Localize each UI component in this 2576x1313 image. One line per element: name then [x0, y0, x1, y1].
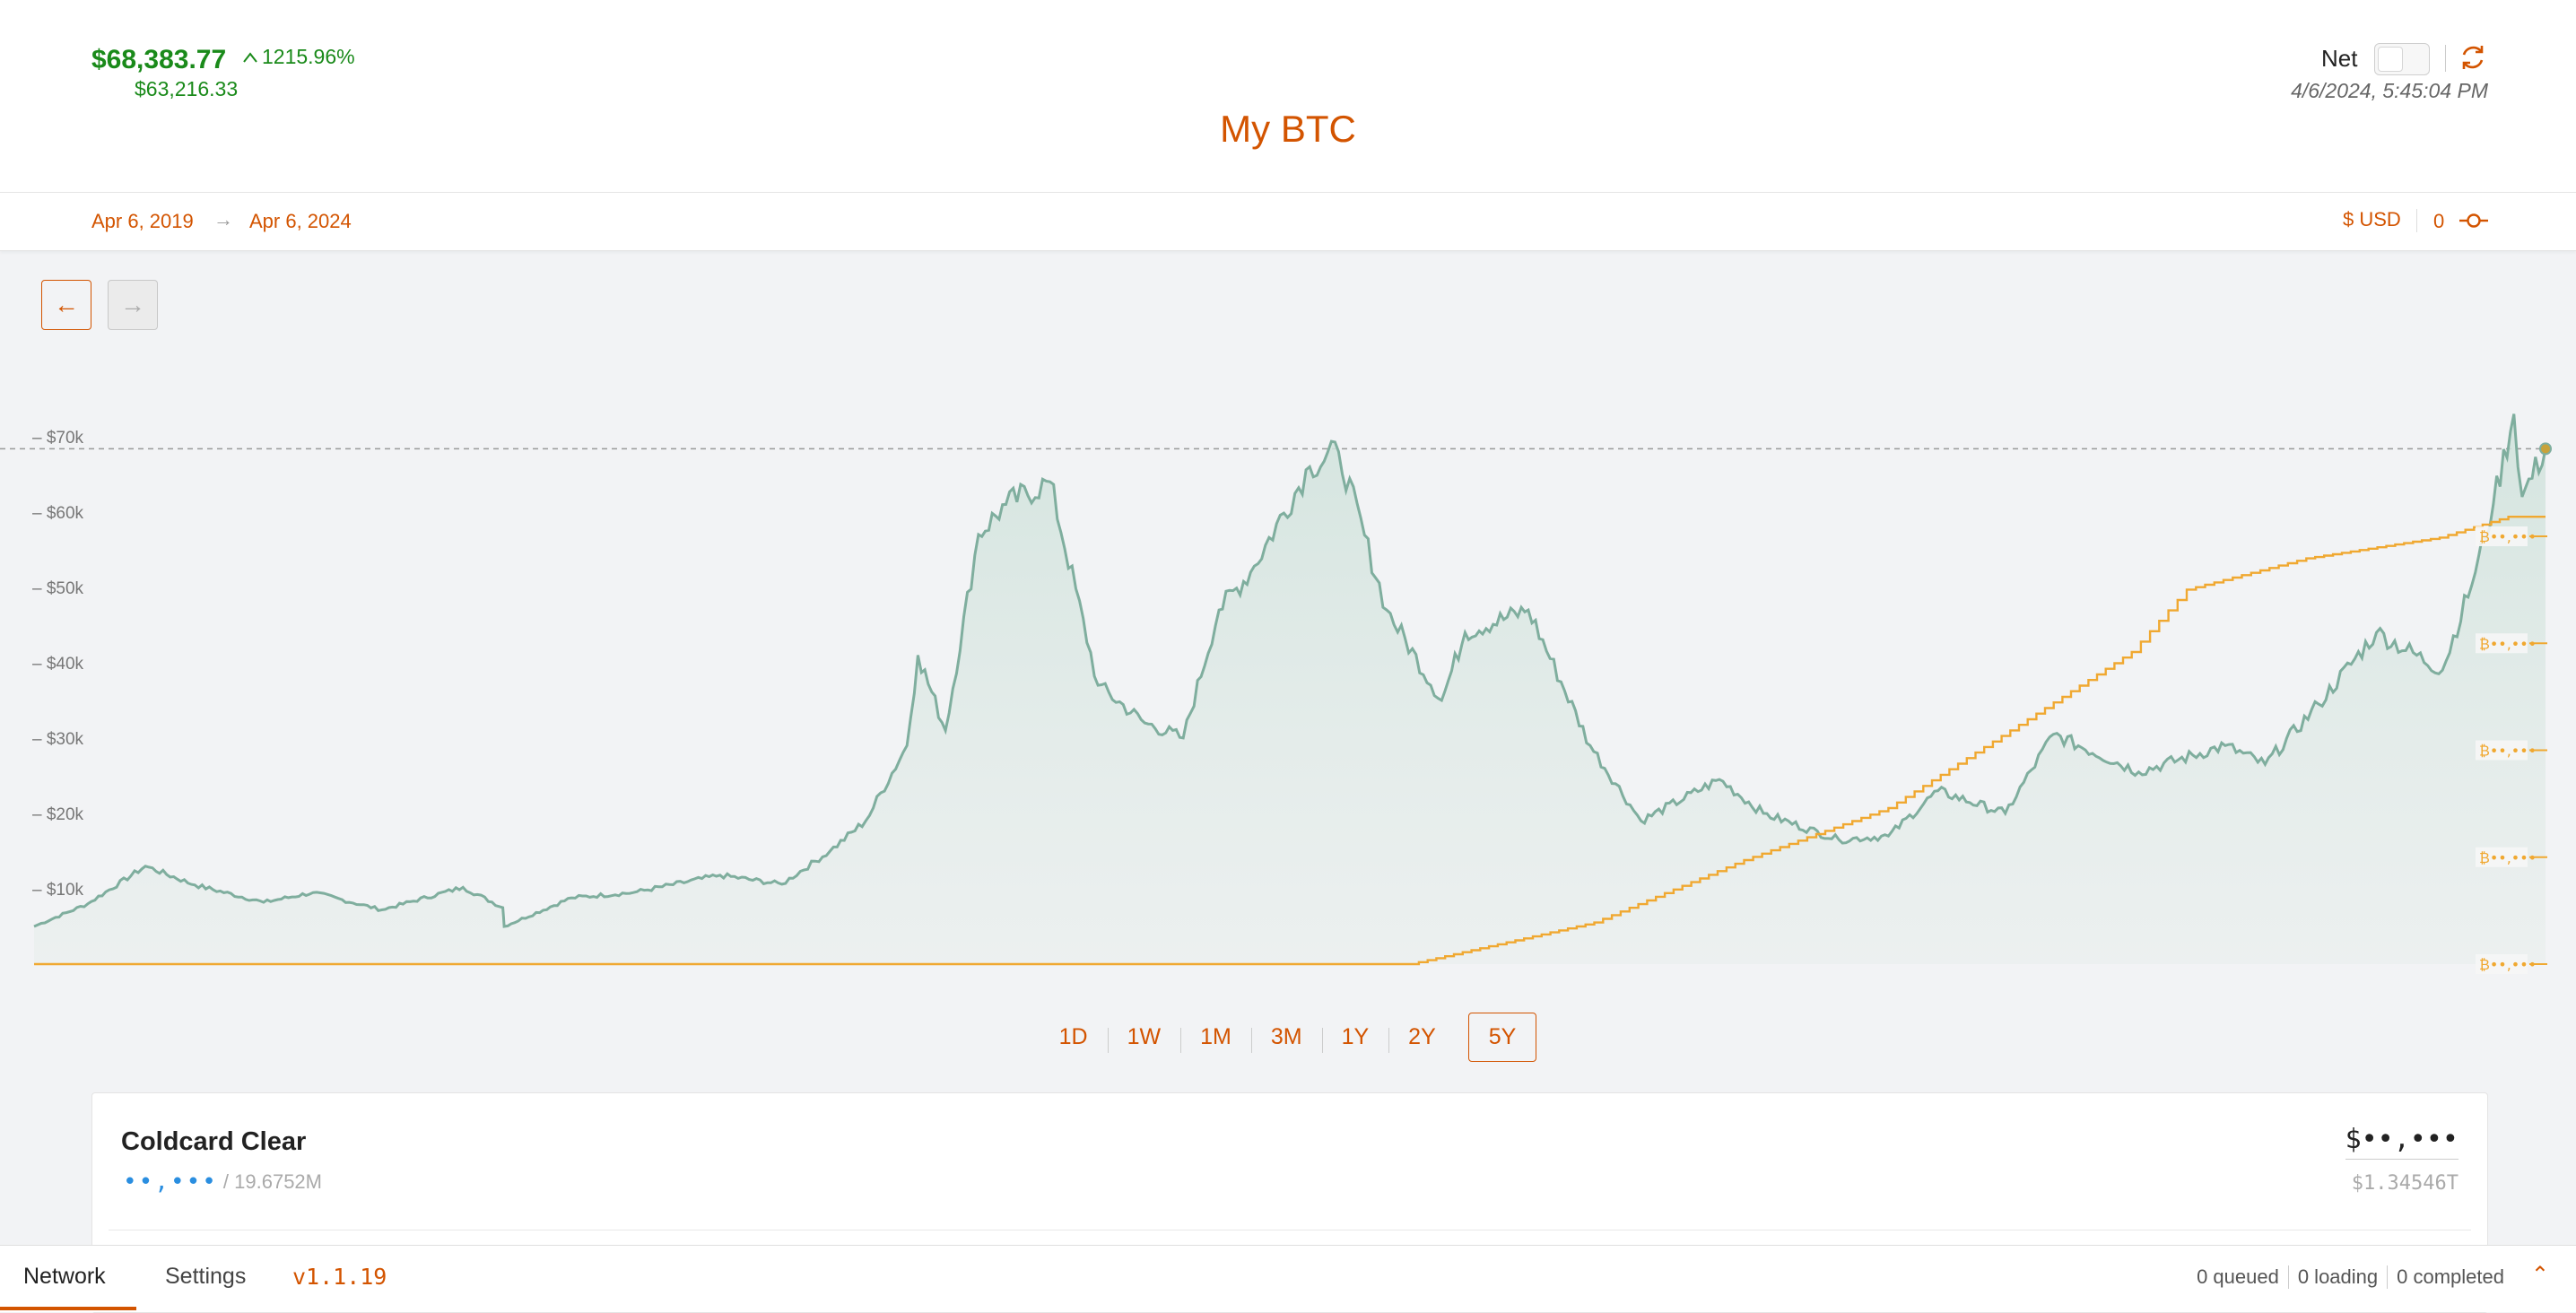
portfolio-header: $68,383.77 1215.96% $63,216.33 My BTC Ne…: [0, 0, 2576, 193]
net-toggle[interactable]: [2374, 43, 2430, 75]
timeframe-3m[interactable]: 3M: [1250, 1013, 1322, 1061]
circulating-supply: / 19.6752M: [222, 1170, 322, 1193]
previous-period-button[interactable]: ←: [41, 280, 91, 330]
price-line: [33, 413, 2547, 928]
current-price-dot: [2539, 442, 2552, 456]
date-range-bar: Apr 6, 2019 → Apr 6, 2024 $ USD 0: [0, 193, 2576, 251]
divider: [2445, 45, 2446, 72]
y-tick-label: – $60k: [32, 504, 84, 523]
hidden-balance: ••,•••: [123, 1169, 218, 1196]
holdings-label-bg: [2476, 633, 2528, 654]
next-period-button[interactable]: →: [108, 280, 158, 330]
holdings-line: [34, 516, 2546, 966]
holdings-label: ₿••,•••: [2479, 956, 2537, 973]
price-chart[interactable]: – $10k – $20k – $30k – $40k – $50k – $60k – $7…: [0, 377, 2576, 978]
y-tick-label: – $10k: [32, 881, 84, 900]
queued-count: 0 queued: [2197, 1265, 2279, 1288]
timeframe-2y[interactable]: 2Y: [1388, 1013, 1456, 1061]
toggle-knob: [2378, 47, 2403, 72]
currency-selector[interactable]: $ USD: [2343, 208, 2401, 230]
status-bar: Network Settings v1.1.19 0 queued 0 load…: [0, 1245, 2576, 1312]
timeframe-selector: 1D 1W 1M 3M 1Y 2Y 5Y: [0, 1008, 2576, 1065]
refresh-icon[interactable]: [2458, 42, 2488, 73]
completed-count: 0 completed: [2387, 1265, 2504, 1289]
queue-status: 0 queued 0 loading 0 completed: [2197, 1265, 2504, 1289]
y-tick-label: – $50k: [32, 579, 84, 598]
active-tab-indicator: [0, 1307, 136, 1310]
timeframe-1w[interactable]: 1W: [1107, 1013, 1181, 1061]
range-end-date[interactable]: Apr 6, 2024: [249, 210, 352, 232]
change-percent-value: 1215.96%: [262, 45, 355, 68]
tab-network[interactable]: Network: [23, 1264, 106, 1289]
range-start-date[interactable]: Apr 6, 2019: [91, 210, 194, 232]
portfolio-value: $68,383.77: [91, 45, 227, 74]
y-tick-label: – $20k: [32, 805, 84, 824]
wallet-usd-value: $••,•••: [2345, 1124, 2459, 1160]
holdings-label-bg: [2476, 740, 2528, 761]
cost-basis: $63,216.33: [135, 77, 239, 100]
holdings-label: ₿••,•••: [2479, 849, 2537, 866]
divider: [2416, 209, 2417, 232]
arrow-right-icon: →: [120, 291, 145, 318]
loading-count: 0 loading: [2287, 1265, 2378, 1289]
net-toggle-label: Net: [2321, 45, 2358, 72]
y-tick-label: – $70k: [32, 429, 84, 448]
holdings-label: ₿••,•••: [2479, 635, 2537, 652]
holdings-label: ₿••,•••: [2479, 743, 2537, 760]
arrow-right-icon: →: [213, 208, 233, 230]
timeframe-1d[interactable]: 1D: [1058, 1023, 1088, 1049]
tab-settings[interactable]: Settings: [165, 1264, 247, 1289]
wallet-name: Coldcard Clear: [121, 1127, 307, 1156]
transaction-count: 0: [2433, 210, 2445, 232]
holdings-label-bg: [2476, 847, 2528, 867]
app-version: v1.1.19: [292, 1264, 387, 1290]
y-tick-label: – $40k: [32, 655, 84, 674]
page-title: My BTC: [1220, 108, 1356, 150]
market-cap: $1.34546T: [2351, 1172, 2459, 1195]
change-percent: 1215.96%: [242, 45, 355, 69]
holdings-label-bg: [2476, 954, 2528, 974]
price-area: [34, 413, 2546, 965]
caret-up-icon: [243, 51, 257, 63]
timeframe-1y[interactable]: 1Y: [1321, 1013, 1389, 1061]
y-tick-label: – $30k: [32, 730, 84, 749]
arrow-left-icon: ←: [54, 291, 79, 318]
holdings-label: ₿••,•••: [2479, 528, 2537, 545]
wallet-balance: ••,••• / 19.6752M: [123, 1169, 322, 1196]
timeframe-1m[interactable]: 1M: [1180, 1013, 1251, 1061]
last-updated: 4/6/2024, 5:45:04 PM: [2291, 79, 2488, 102]
holdings-label-bg: [2476, 526, 2528, 546]
timeframe-5y[interactable]: 5Y: [1467, 1012, 1537, 1062]
commit-icon[interactable]: [2458, 207, 2490, 234]
chevron-up-icon[interactable]: ⌃: [2530, 1263, 2549, 1287]
